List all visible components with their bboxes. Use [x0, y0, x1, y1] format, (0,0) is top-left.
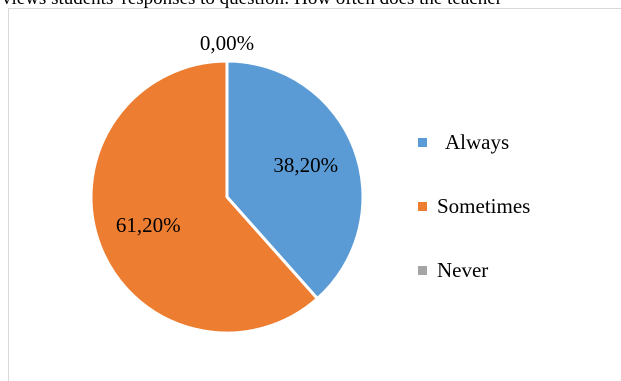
- data-labels: 38,20% 61,20% 0,00%: [116, 31, 338, 237]
- legend-item-never: Never: [418, 238, 530, 302]
- data-label-always: 38,20%: [273, 153, 338, 177]
- legend-label-always: Always: [445, 129, 510, 154]
- legend-label-never: Never: [437, 257, 489, 282]
- pie-slice-always: [225, 59, 365, 301]
- legend: Always Sometimes Never: [418, 110, 530, 302]
- legend-item-always: Always: [418, 110, 530, 174]
- pie-slice-sometimes: [89, 59, 319, 335]
- data-label-sometimes: 61,20%: [116, 213, 181, 237]
- data-label-never: 0,00%: [200, 31, 254, 55]
- legend-item-sometimes: Sometimes: [418, 174, 530, 238]
- legend-swatch-always: [418, 137, 427, 147]
- cropped-caption-text: views students' responses to question: H…: [0, 0, 621, 8]
- legend-swatch-never: [418, 265, 427, 275]
- pie-slices: [89, 59, 365, 335]
- chart-area: [8, 8, 621, 381]
- legend-swatch-sometimes: [418, 201, 427, 211]
- legend-label-sometimes: Sometimes: [437, 193, 531, 218]
